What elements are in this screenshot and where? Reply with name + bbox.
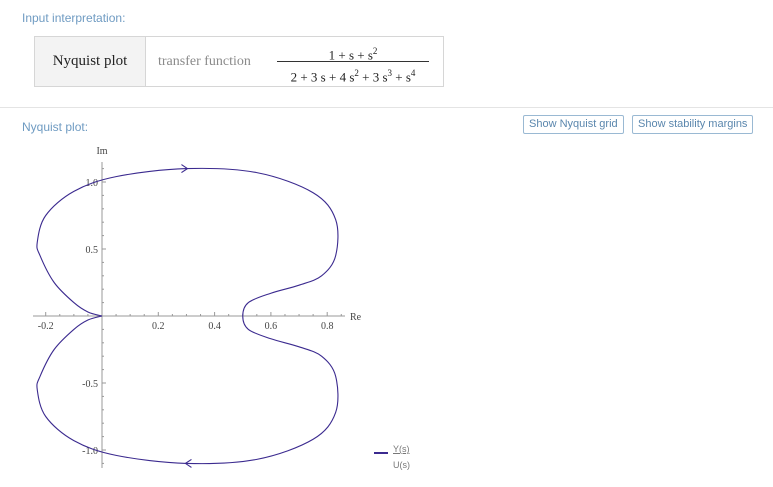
nyquist-plot-label: Nyquist plot: [22,120,89,134]
denominator: 2 + 3 s + 4 s2 + 3 s3 + s4 [277,65,429,85]
x-tick-label: -0.2 [38,321,54,332]
den-part: + s [392,69,411,85]
num-term: 1 [328,47,336,63]
legend-denominator: U(s) [393,460,410,470]
legend-swatch [374,452,388,454]
num-term: + [357,47,365,63]
input-interpretation-label: Input interpretation: [22,11,126,25]
x-axis-label: Re [350,312,362,323]
chart-curve [36,164,339,468]
arrow-lower [184,458,192,468]
numerator: 1 + s + s2 [277,43,429,63]
section-divider [0,107,773,108]
plot-type-cell: Nyquist plot [35,37,146,86]
y-axis-label: Im [96,146,107,157]
num-term: + [338,47,346,63]
den-part: 2 + 3 s + 4 s [290,69,355,85]
x-tick-label: 0.8 [321,321,334,332]
x-tick-label: 0.4 [208,321,221,332]
den-part: + 3 s [358,69,388,85]
num-term: s [367,47,373,63]
x-tick-label: 0.2 [152,321,165,332]
fraction-bar [277,61,429,62]
y-tick-label: -1.0 [82,446,98,457]
den-exponent: 4 [410,68,416,78]
function-kind-label: transfer function [158,54,251,69]
arrow-upper [181,164,189,174]
input-interpretation-box: Nyquist plot transfer function 1 + s + s… [34,36,444,87]
nyquist-curve [36,167,339,465]
show-nyquist-grid-button[interactable]: Show Nyquist grid [523,115,624,134]
num-term: s [348,47,354,63]
num-exponent: 2 [372,46,378,56]
legend-numerator: Y(s) [393,444,410,454]
show-stability-margins-button[interactable]: Show stability margins [632,115,754,134]
y-tick-label: 0.5 [86,245,99,256]
x-tick-label: 0.6 [265,321,278,332]
transfer-function-fraction: 1 + s + s2 2 + 3 s + 4 s2 + 3 s3 + s4 [277,43,429,85]
den-exponent: 2 [354,68,359,78]
y-tick-label: -0.5 [82,379,98,390]
den-exponent: 3 [387,68,393,78]
